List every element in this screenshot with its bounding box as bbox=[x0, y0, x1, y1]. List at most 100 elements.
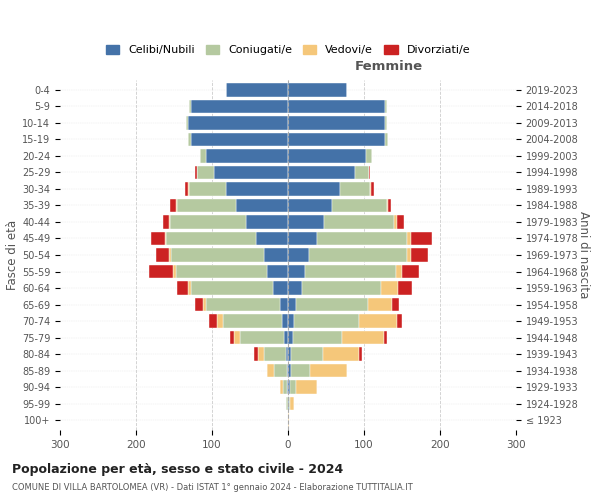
Bar bbox=[288, 264, 305, 278]
Bar bbox=[197, 166, 214, 179]
Bar bbox=[310, 364, 347, 378]
Bar bbox=[166, 232, 256, 245]
Bar bbox=[332, 198, 387, 212]
Bar bbox=[200, 149, 206, 162]
Bar bbox=[288, 331, 293, 344]
Bar bbox=[288, 116, 385, 130]
Bar bbox=[288, 414, 289, 427]
Bar bbox=[359, 348, 362, 361]
Y-axis label: Fasce di età: Fasce di età bbox=[6, 220, 19, 290]
Text: Popolazione per età, sesso e stato civile - 2024: Popolazione per età, sesso e stato civil… bbox=[12, 462, 343, 475]
Bar bbox=[226, 83, 288, 96]
Bar bbox=[396, 264, 402, 278]
Bar bbox=[387, 198, 388, 212]
Bar bbox=[288, 364, 291, 378]
Bar bbox=[191, 132, 288, 146]
Bar bbox=[288, 380, 290, 394]
Bar bbox=[359, 314, 397, 328]
Bar bbox=[365, 149, 371, 162]
Bar bbox=[288, 298, 296, 312]
Bar bbox=[186, 116, 188, 130]
Bar bbox=[370, 182, 371, 196]
Bar bbox=[290, 380, 296, 394]
Bar bbox=[355, 166, 368, 179]
Text: Femmine: Femmine bbox=[354, 60, 422, 73]
Bar bbox=[284, 331, 288, 344]
Bar bbox=[296, 380, 317, 394]
Bar bbox=[384, 331, 387, 344]
Bar bbox=[388, 198, 391, 212]
Bar bbox=[176, 264, 267, 278]
Bar bbox=[189, 182, 226, 196]
Bar bbox=[236, 198, 288, 212]
Bar bbox=[195, 298, 203, 312]
Bar bbox=[283, 380, 287, 394]
Bar bbox=[302, 281, 382, 295]
Bar bbox=[280, 380, 283, 394]
Bar bbox=[288, 198, 332, 212]
Bar bbox=[368, 166, 370, 179]
Bar bbox=[173, 264, 176, 278]
Bar bbox=[257, 348, 263, 361]
Bar bbox=[290, 397, 294, 410]
Bar bbox=[177, 281, 188, 295]
Bar bbox=[288, 314, 294, 328]
Bar bbox=[223, 314, 282, 328]
Bar bbox=[188, 281, 191, 295]
Bar bbox=[273, 281, 288, 295]
Legend: Celibi/Nubili, Coniugati/e, Vedovi/e, Divorziati/e: Celibi/Nubili, Coniugati/e, Vedovi/e, Di… bbox=[101, 40, 475, 60]
Bar bbox=[402, 264, 419, 278]
Bar bbox=[288, 215, 325, 229]
Bar bbox=[203, 298, 206, 312]
Bar bbox=[188, 182, 189, 196]
Bar bbox=[274, 364, 287, 378]
Bar bbox=[288, 100, 385, 113]
Bar bbox=[394, 215, 397, 229]
Bar bbox=[214, 166, 288, 179]
Bar bbox=[185, 182, 188, 196]
Bar bbox=[309, 248, 407, 262]
Bar bbox=[291, 348, 323, 361]
Bar bbox=[163, 215, 169, 229]
Text: COMUNE DI VILLA BARTOLOMEA (VR) - Dati ISTAT 1° gennaio 2024 - Elaborazione TUTT: COMUNE DI VILLA BARTOLOMEA (VR) - Dati I… bbox=[12, 482, 413, 492]
Bar bbox=[323, 348, 359, 361]
Bar bbox=[286, 397, 288, 410]
Bar bbox=[288, 83, 347, 96]
Bar bbox=[230, 331, 234, 344]
Bar bbox=[176, 198, 177, 212]
Bar bbox=[195, 166, 197, 179]
Bar bbox=[288, 149, 365, 162]
Bar bbox=[177, 198, 236, 212]
Bar bbox=[234, 331, 240, 344]
Bar bbox=[288, 397, 289, 410]
Bar bbox=[293, 331, 342, 344]
Bar bbox=[397, 314, 402, 328]
Bar bbox=[268, 364, 274, 378]
Bar bbox=[156, 248, 169, 262]
Bar bbox=[288, 232, 317, 245]
Bar bbox=[263, 348, 286, 361]
Bar bbox=[282, 314, 288, 328]
Bar bbox=[170, 215, 246, 229]
Bar bbox=[288, 166, 355, 179]
Bar bbox=[286, 348, 288, 361]
Bar bbox=[288, 132, 385, 146]
Bar bbox=[368, 298, 392, 312]
Bar bbox=[288, 248, 309, 262]
Bar bbox=[382, 281, 398, 295]
Bar bbox=[385, 116, 387, 130]
Bar bbox=[317, 232, 407, 245]
Bar bbox=[246, 215, 288, 229]
Bar bbox=[191, 100, 288, 113]
Bar bbox=[169, 248, 171, 262]
Bar bbox=[288, 182, 340, 196]
Bar bbox=[392, 298, 399, 312]
Bar bbox=[397, 215, 404, 229]
Bar bbox=[280, 298, 288, 312]
Bar bbox=[342, 331, 384, 344]
Bar bbox=[411, 232, 433, 245]
Bar bbox=[325, 215, 394, 229]
Bar bbox=[305, 264, 396, 278]
Bar bbox=[240, 331, 284, 344]
Bar bbox=[191, 281, 273, 295]
